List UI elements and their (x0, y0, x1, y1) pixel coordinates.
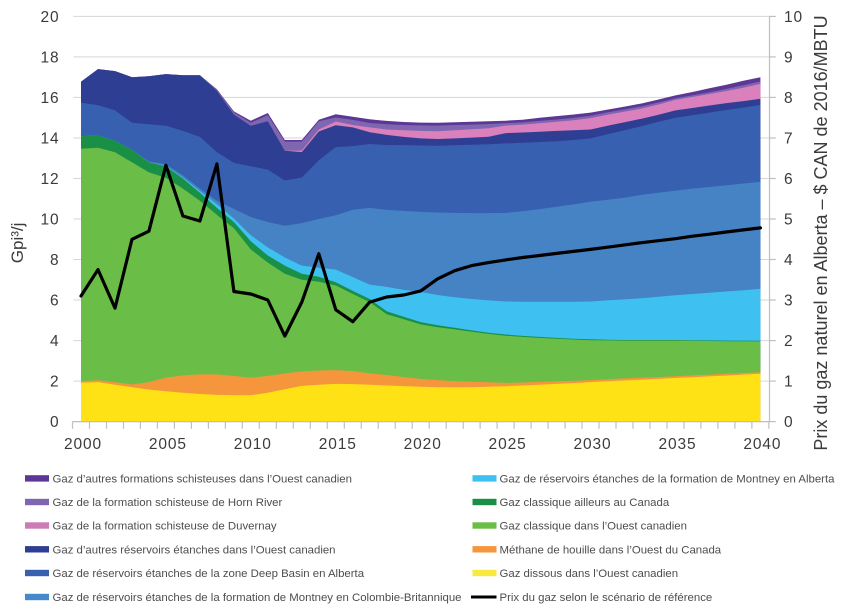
svg-text:4: 4 (50, 333, 60, 350)
svg-text:Gaz dissous dans l’Ouest canad: Gaz dissous dans l’Ouest canadien (500, 568, 679, 580)
svg-text:Gaz classique dans l’Ouest can: Gaz classique dans l’Ouest canadien (500, 521, 687, 533)
svg-text:5: 5 (784, 211, 794, 228)
svg-text:3: 3 (784, 292, 794, 309)
svg-text:2035: 2035 (658, 436, 696, 453)
svg-text:2040: 2040 (743, 436, 781, 453)
svg-text:2: 2 (784, 333, 794, 350)
svg-text:8: 8 (50, 252, 60, 269)
svg-text:6: 6 (50, 292, 60, 309)
svg-text:14: 14 (40, 130, 59, 147)
svg-text:7: 7 (784, 130, 794, 147)
svg-text:2015: 2015 (319, 436, 357, 453)
svg-text:Prix du gaz selon le scénario: Prix du gaz selon le scénario de référen… (500, 592, 713, 604)
svg-text:2020: 2020 (404, 436, 442, 453)
svg-text:Gaz de la formation schisteuse: Gaz de la formation schisteuse de Duvern… (53, 521, 277, 533)
svg-text:10: 10 (784, 9, 803, 26)
svg-text:4: 4 (784, 252, 794, 269)
svg-text:Méthane de houille dans l’Oues: Méthane de houille dans l’Ouest du Canad… (500, 544, 722, 556)
svg-text:Gaz de réservoirs étanches de: Gaz de réservoirs étanches de la formati… (53, 592, 462, 604)
svg-text:2: 2 (50, 374, 60, 391)
svg-text:Gaz d’autres formations schist: Gaz d’autres formations schisteuses dans… (53, 473, 352, 485)
svg-text:18: 18 (40, 49, 59, 66)
svg-text:Prix du gaz naturel en Alberta: Prix du gaz naturel en Alberta – $ CAN d… (811, 15, 831, 450)
svg-text:10: 10 (40, 211, 59, 228)
svg-text:Gpi³/j: Gpi³/j (8, 223, 27, 264)
svg-text:6: 6 (784, 171, 794, 188)
svg-text:12: 12 (40, 171, 59, 188)
svg-text:Gaz de réservoirs étanches de: Gaz de réservoirs étanches de la formati… (500, 473, 836, 485)
svg-text:2010: 2010 (234, 436, 272, 453)
svg-text:2025: 2025 (489, 436, 527, 453)
svg-text:Gaz classique ailleurs au Cana: Gaz classique ailleurs au Canada (500, 497, 670, 509)
svg-text:Gaz de la formation schisteuse: Gaz de la formation schisteuse de Horn R… (53, 497, 283, 509)
svg-text:0: 0 (50, 414, 60, 431)
svg-text:2000: 2000 (64, 436, 102, 453)
svg-text:9: 9 (784, 49, 794, 66)
svg-text:16: 16 (40, 90, 59, 107)
svg-text:8: 8 (784, 90, 794, 107)
svg-text:1: 1 (784, 374, 794, 391)
svg-text:2030: 2030 (573, 436, 611, 453)
svg-text:0: 0 (784, 414, 794, 431)
svg-text:Gaz d’autres réservoirs étanch: Gaz d’autres réservoirs étanches dans l’… (53, 544, 336, 556)
svg-text:2005: 2005 (149, 436, 187, 453)
svg-text:20: 20 (40, 9, 59, 26)
svg-text:Gaz de réservoirs étanches de: Gaz de réservoirs étanches de la zone De… (53, 568, 365, 580)
